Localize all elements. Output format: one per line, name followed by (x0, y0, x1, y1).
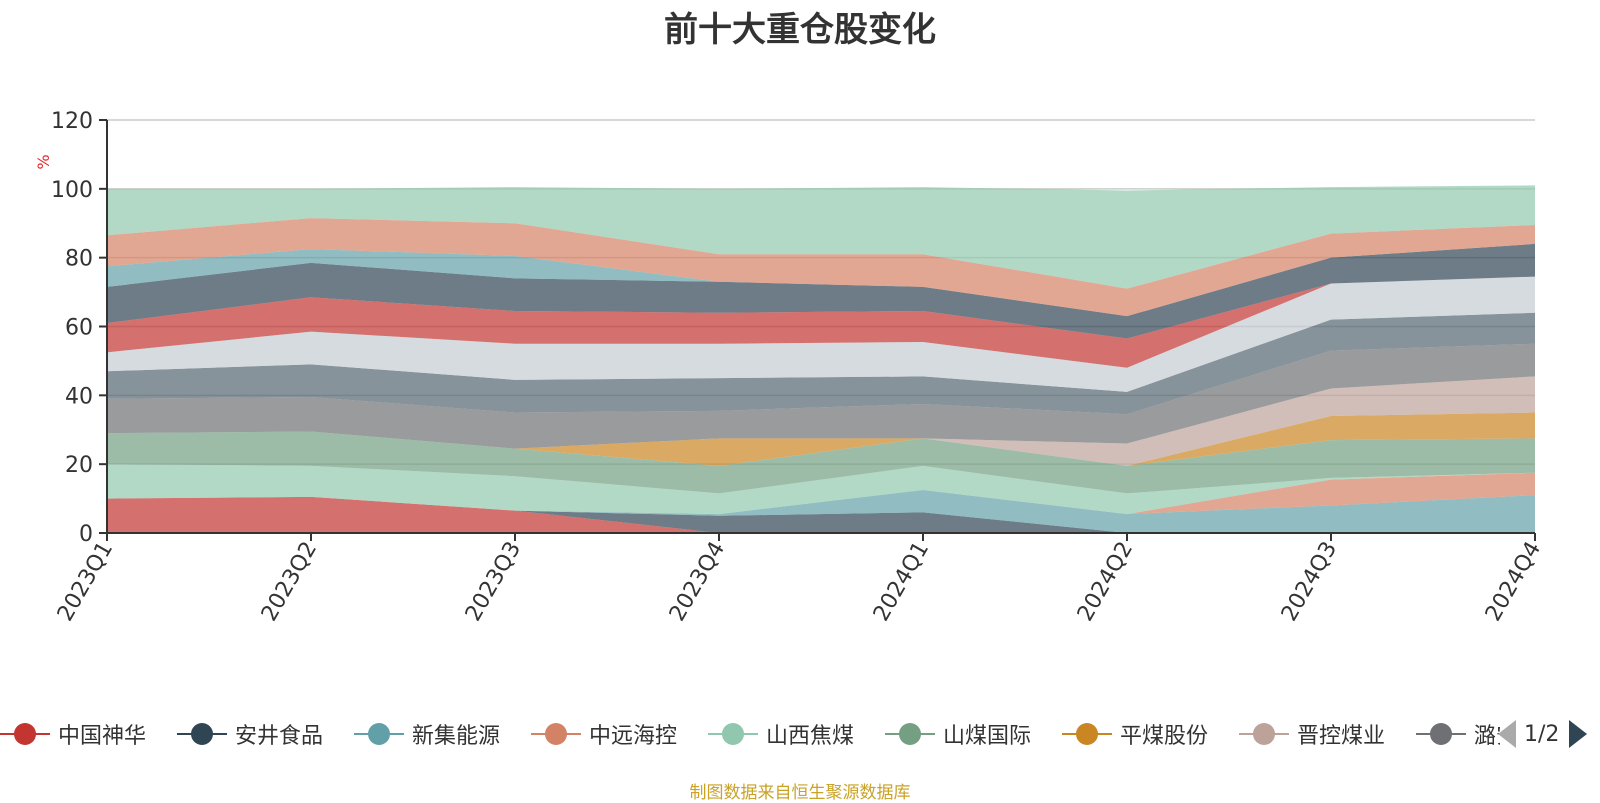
area-series-8[interactable] (107, 376, 1535, 466)
legend-item[interactable]: 山西焦煤 (708, 718, 854, 750)
y-tick-label: 120 (51, 109, 93, 134)
legend-marker-icon (354, 718, 404, 750)
y-axis-label: % (34, 154, 53, 169)
x-tick-label: 2023Q4 (665, 538, 730, 626)
y-tick-label: 20 (65, 453, 93, 478)
area-series-15[interactable] (107, 218, 1535, 317)
y-tick-label: 80 (65, 247, 93, 272)
legend-page-indicator: 1/2 (1524, 721, 1560, 747)
legend-label: 山煤国际 (943, 724, 1032, 749)
legend-marker-icon (1416, 718, 1466, 750)
legend-item[interactable]: 安井食品 (177, 718, 323, 750)
legend-marker-icon (177, 718, 227, 750)
source-note: 制图数据来自恒生聚源数据库 (689, 783, 911, 803)
area-series (107, 185, 1535, 533)
area-series-7[interactable] (107, 412, 1535, 466)
legend-label: 潞安环能 (1474, 724, 1500, 749)
legend-item[interactable]: 晋控煤业 (1239, 718, 1385, 750)
x-tick-label: 2024Q1 (869, 538, 934, 626)
area-series-16[interactable] (107, 185, 1535, 289)
x-tick-label: 2024Q2 (1073, 538, 1138, 626)
area-series-10[interactable] (107, 312, 1535, 415)
legend-item[interactable]: 新集能源 (354, 718, 500, 750)
legend-marker-icon (1062, 718, 1112, 750)
chart-title: 前十大重仓股变化 (664, 10, 936, 50)
area-series-1[interactable] (107, 496, 1535, 533)
legend-label: 安井食品 (235, 724, 324, 749)
area-series-9[interactable] (107, 343, 1535, 449)
legend-marker-icon (0, 718, 50, 750)
area-series-5[interactable] (107, 464, 1535, 515)
legend-item[interactable]: 中远海控 (531, 718, 677, 750)
x-tick-label: 2023Q1 (53, 538, 118, 626)
y-tick-label: 0 (79, 522, 93, 547)
x-tick-label: 2024Q3 (1277, 538, 1342, 626)
legend-item[interactable]: 山煤国际 (885, 718, 1031, 750)
area-series-3[interactable] (107, 489, 1535, 533)
y-tick-label: 60 (65, 316, 93, 341)
legend: 中国神华 安井食品 新集能源 中远海控 山西焦煤 山煤国际 平煤股份 晋控煤业 潞安环能 (0, 718, 1500, 750)
area-series-14[interactable] (107, 243, 1535, 317)
area-series-11[interactable] (107, 276, 1535, 392)
legend-marker-icon (885, 718, 935, 750)
legend-item[interactable]: 潞安环能 (1416, 718, 1500, 750)
legend-next-page-icon[interactable] (1569, 720, 1588, 748)
legend-label: 平煤股份 (1120, 724, 1209, 749)
legend-marker-icon (1239, 718, 1289, 750)
legend-prev-page-icon[interactable] (1498, 720, 1516, 748)
legend-label: 新集能源 (412, 724, 501, 749)
stacked-area-chart: 0 20 40 60 80 100 120% 2023Q1 2023Q2 2023Q3 2023Q4… (34, 109, 1546, 626)
area-series-13[interactable] (107, 243, 1535, 339)
y-tick-label: 40 (65, 384, 93, 409)
legend-label: 晋控煤业 (1297, 724, 1386, 749)
legend-item[interactable]: 平煤股份 (1062, 718, 1208, 750)
legend-label: 中远海控 (589, 724, 678, 749)
x-tick-label: 2024Q4 (1481, 538, 1546, 626)
legend-label: 中国神华 (58, 724, 147, 749)
legend-marker-icon (531, 718, 581, 750)
legend-marker-icon (708, 718, 758, 750)
y-tick-label: 100 (51, 178, 93, 203)
area-series-2[interactable] (107, 496, 1535, 533)
x-tick-label: 2023Q2 (257, 538, 322, 626)
area-series-12[interactable] (107, 276, 1535, 368)
area-series-6[interactable] (107, 431, 1535, 494)
legend-label: 山西焦煤 (766, 724, 855, 749)
legend-pager: 1/2 (1498, 716, 1598, 752)
legend-item[interactable]: 中国神华 (0, 718, 146, 750)
x-tick-label: 2023Q3 (461, 538, 526, 626)
